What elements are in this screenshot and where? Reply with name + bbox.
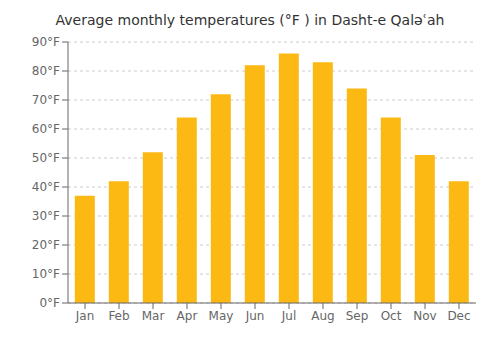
svg-text:30°F: 30°F — [32, 209, 60, 223]
svg-text:May: May — [209, 309, 234, 323]
svg-text:90°F: 90°F — [32, 35, 60, 49]
svg-text:Dec: Dec — [447, 309, 470, 323]
svg-text:50°F: 50°F — [32, 151, 60, 165]
svg-text:10°F: 10°F — [32, 267, 60, 281]
svg-text:Sep: Sep — [346, 309, 369, 323]
svg-text:20°F: 20°F — [32, 238, 60, 252]
svg-text:Jan: Jan — [75, 309, 95, 323]
svg-text:40°F: 40°F — [32, 180, 60, 194]
svg-text:Jul: Jul — [281, 309, 296, 323]
svg-text:60°F: 60°F — [32, 122, 60, 136]
svg-text:0°F: 0°F — [39, 296, 60, 310]
svg-text:Nov: Nov — [413, 309, 436, 323]
svg-text:Apr: Apr — [177, 309, 198, 323]
svg-text:80°F: 80°F — [32, 64, 60, 78]
svg-text:Feb: Feb — [108, 309, 129, 323]
svg-text:Oct: Oct — [381, 309, 402, 323]
svg-text:Aug: Aug — [311, 309, 334, 323]
html-text:Average monthly temperatures (: Average monthly temperatures (°F ) in Da… — [55, 12, 445, 28]
svg-text:70°F: 70°F — [32, 93, 60, 107]
svg-text:Mar: Mar — [142, 309, 165, 323]
svg-text:Jun: Jun — [245, 309, 265, 323]
